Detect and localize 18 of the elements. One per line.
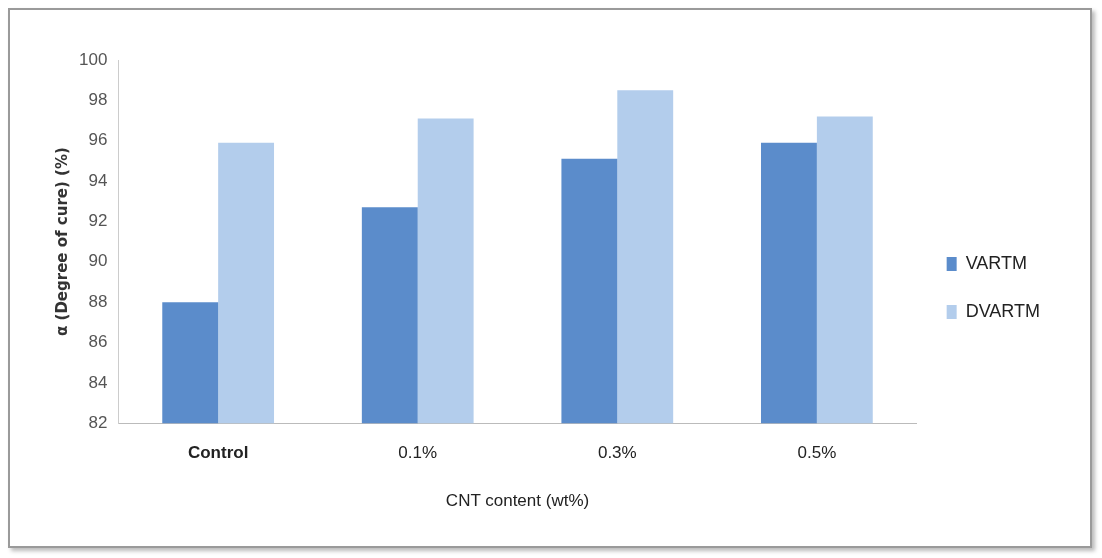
y-tick-label: 96 xyxy=(88,130,108,150)
y-tick-label: 88 xyxy=(88,291,108,311)
x-tick-label: Control xyxy=(187,443,249,463)
y-axis-title: α (Degree of cure) (%) xyxy=(52,147,71,336)
legend-label: DVARTM xyxy=(965,300,1041,321)
y-tick-label: 92 xyxy=(88,211,108,231)
y-tick-label: 84 xyxy=(88,372,108,392)
x-tick-label: 0.3% xyxy=(597,443,637,463)
y-tick-label: 98 xyxy=(88,90,108,110)
y-tick-label: 86 xyxy=(88,332,108,352)
x-axis-title: CNT content (wt%) xyxy=(445,491,590,511)
y-tick-label: 100 xyxy=(78,49,108,69)
y-tick-label: 90 xyxy=(88,251,108,271)
legend-label: VARTM xyxy=(965,252,1028,273)
y-tick-label: 82 xyxy=(88,412,108,432)
x-tick-label: 0.1% xyxy=(398,443,438,463)
x-tick-label: 0.5% xyxy=(797,443,837,463)
y-tick-label: 94 xyxy=(88,170,108,190)
